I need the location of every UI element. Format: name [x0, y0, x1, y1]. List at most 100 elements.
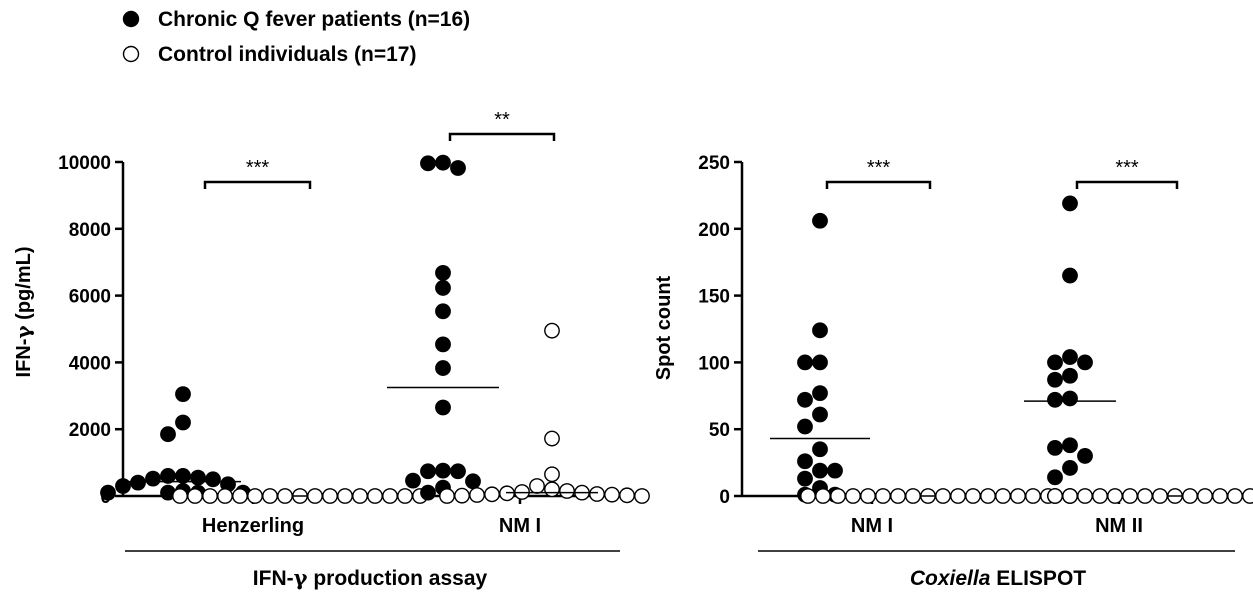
category-label: NM II	[1095, 515, 1143, 537]
control-point	[262, 488, 278, 504]
patient-point	[1062, 367, 1078, 384]
patient-point	[1047, 354, 1063, 371]
annotations-left: *****	[203, 109, 556, 189]
control-point	[589, 486, 605, 502]
patient-point	[812, 406, 828, 423]
control-point	[544, 481, 560, 498]
control-point	[544, 466, 560, 483]
significance-bracket	[448, 132, 556, 141]
control-point	[544, 430, 560, 447]
patient-point	[1062, 390, 1078, 407]
y-tick-label: 50	[709, 420, 730, 441]
y-axis-left: 0200040006000800010000HenzerlingNM I	[58, 153, 620, 537]
patient-point	[1077, 448, 1093, 464]
control-point	[950, 488, 966, 504]
patient-point	[1062, 437, 1078, 454]
patient-point	[435, 360, 451, 376]
points-right	[770, 195, 1253, 504]
control-point	[604, 486, 620, 503]
control-point	[845, 488, 861, 504]
category-label: NM I	[499, 515, 541, 537]
control-point	[815, 488, 831, 504]
patient-point	[797, 354, 813, 371]
y-tick-label: 10000	[58, 153, 111, 174]
control-point	[322, 488, 338, 504]
control-point	[1010, 488, 1026, 504]
patient-point	[827, 462, 843, 479]
patient-point	[450, 160, 466, 176]
significance-label: ***	[1115, 157, 1139, 179]
patient-point	[160, 426, 176, 443]
control-point	[217, 488, 233, 504]
legend-label-patients: Chronic Q fever patients (n=16)	[158, 8, 470, 31]
control-point	[619, 487, 635, 504]
panel-ifn-production: 0200040006000800010000HenzerlingNM I ***…	[11, 109, 650, 590]
patient-point	[145, 470, 161, 487]
y-tick-label: 6000	[69, 287, 111, 308]
control-point	[232, 488, 248, 504]
patient-point	[420, 155, 436, 172]
panel-elispot: 0 50 100 150 200 250 NM I NM II *** *** Spot cou…	[653, 153, 1253, 590]
significance-label: ***	[246, 157, 270, 179]
control-point	[1197, 488, 1213, 504]
control-point	[800, 488, 816, 504]
control-point	[1077, 488, 1093, 504]
group-label-left: IFN-γ production assay	[253, 565, 488, 590]
significance-bracket	[1075, 180, 1179, 189]
patient-point	[420, 484, 436, 501]
patient-point	[435, 399, 451, 416]
y-tick-label: 8000	[69, 220, 111, 241]
patient-point	[435, 336, 451, 353]
patient-point	[1062, 460, 1078, 476]
patient-point	[812, 462, 828, 479]
control-point	[439, 488, 455, 504]
legend-marker-patients	[122, 10, 140, 28]
control-point	[544, 322, 560, 339]
significance-label: ***	[867, 157, 891, 179]
patient-point	[812, 385, 828, 402]
control-point	[1107, 488, 1123, 504]
category-label: NM I	[851, 515, 893, 537]
patient-point	[797, 470, 813, 487]
control-point	[202, 488, 218, 504]
patient-point	[1047, 371, 1063, 388]
patient-point	[1047, 440, 1063, 456]
patient-point	[435, 264, 451, 281]
control-point	[905, 488, 921, 504]
y-tick-label: 0	[719, 487, 730, 508]
legend-label-controls: Control individuals (n=17)	[158, 43, 416, 66]
control-point	[634, 488, 650, 504]
y-tick-label: 4000	[69, 353, 111, 374]
patient-point	[812, 322, 828, 339]
control-point	[247, 488, 263, 504]
patient-point	[175, 386, 191, 403]
y-tick-label: 200	[698, 220, 730, 241]
patient-point	[100, 484, 116, 501]
control-point	[559, 483, 575, 499]
y-axis-right: 0 50 100 150 200 250 NM I NM II	[698, 153, 1235, 537]
control-point	[1062, 488, 1078, 504]
patient-point	[405, 472, 421, 489]
y-tick-label: 250	[698, 153, 730, 174]
control-point	[1047, 488, 1063, 504]
control-point	[1182, 488, 1198, 504]
control-point	[1212, 488, 1228, 504]
control-point	[454, 487, 470, 504]
patient-point	[450, 463, 466, 480]
legend: Chronic Q fever patients (n=16) Control …	[122, 8, 470, 66]
control-point	[382, 488, 398, 504]
control-point	[484, 486, 500, 503]
patient-point	[190, 469, 206, 486]
points-left	[100, 154, 650, 504]
control-point	[935, 488, 951, 504]
category-label: Henzerling	[202, 515, 304, 537]
patient-point	[435, 462, 451, 479]
control-point	[367, 488, 383, 504]
control-point	[1122, 488, 1138, 504]
control-point	[830, 488, 846, 504]
patient-point	[1062, 349, 1078, 365]
control-point	[337, 488, 353, 504]
legend-marker-controls	[122, 45, 140, 63]
control-point	[995, 488, 1011, 504]
control-point	[307, 488, 323, 504]
